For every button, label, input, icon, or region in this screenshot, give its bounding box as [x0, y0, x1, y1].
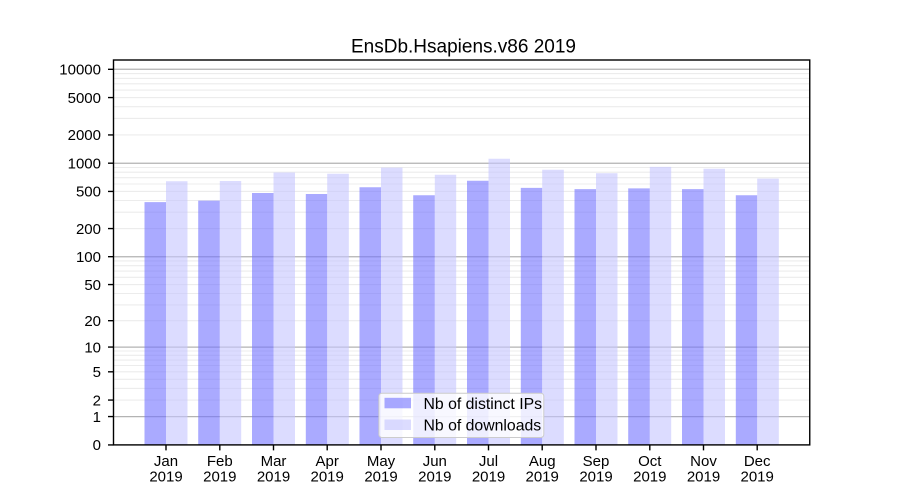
svg-text:200: 200 [76, 221, 101, 238]
svg-text:1: 1 [93, 409, 101, 426]
svg-text:2019: 2019 [257, 469, 290, 486]
svg-text:Nb of downloads: Nb of downloads [424, 418, 542, 435]
svg-text:20: 20 [84, 313, 101, 330]
svg-text:Jul: Jul [479, 453, 498, 470]
svg-text:1000: 1000 [68, 156, 101, 173]
svg-text:Nb of distinct IPs: Nb of distinct IPs [424, 396, 543, 413]
svg-text:Nov: Nov [690, 453, 717, 470]
svg-text:2019: 2019 [149, 469, 182, 486]
svg-text:2019: 2019 [311, 469, 344, 486]
svg-text:May: May [367, 453, 396, 470]
svg-text:2019: 2019 [741, 469, 774, 486]
svg-text:2000: 2000 [68, 127, 101, 144]
svg-text:50: 50 [84, 277, 101, 294]
svg-text:2019: 2019 [472, 469, 505, 486]
svg-text:10: 10 [84, 339, 101, 356]
svg-text:Mar: Mar [261, 453, 287, 470]
svg-text:EnsDb.Hsapiens.v86 2019: EnsDb.Hsapiens.v86 2019 [351, 36, 576, 57]
svg-text:2019: 2019 [579, 469, 612, 486]
svg-text:Feb: Feb [207, 453, 233, 470]
svg-text:2: 2 [93, 392, 101, 409]
svg-text:Oct: Oct [638, 453, 662, 470]
svg-text:2019: 2019 [687, 469, 720, 486]
svg-text:5: 5 [93, 364, 101, 381]
svg-text:500: 500 [76, 184, 101, 201]
svg-text:2019: 2019 [418, 469, 451, 486]
svg-text:Apr: Apr [316, 453, 339, 470]
svg-text:10000: 10000 [59, 62, 101, 79]
svg-text:5000: 5000 [68, 90, 101, 107]
svg-text:100: 100 [76, 249, 101, 266]
svg-text:2019: 2019 [526, 469, 559, 486]
svg-text:Jun: Jun [423, 453, 447, 470]
svg-text:Sep: Sep [583, 453, 610, 470]
svg-text:2019: 2019 [203, 469, 236, 486]
svg-text:2019: 2019 [364, 469, 397, 486]
svg-text:Dec: Dec [744, 453, 771, 470]
svg-text:Aug: Aug [529, 453, 556, 470]
svg-text:Jan: Jan [154, 453, 178, 470]
svg-text:0: 0 [93, 437, 101, 454]
svg-text:2019: 2019 [633, 469, 666, 486]
